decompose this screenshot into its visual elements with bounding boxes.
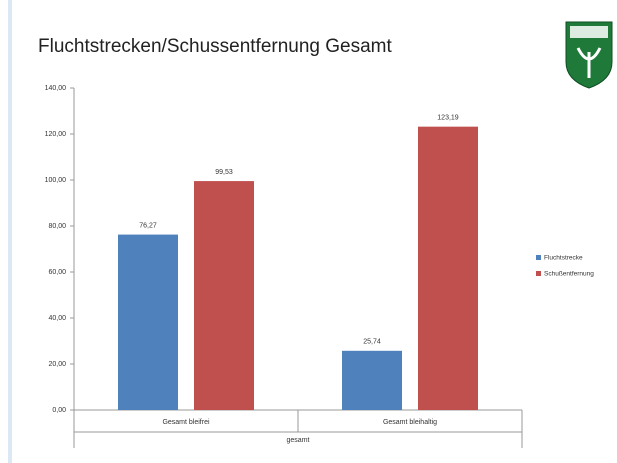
- bar: [194, 181, 254, 410]
- legend-label: Schußentfernung: [544, 271, 594, 278]
- data-label: 123,19: [437, 115, 459, 122]
- logo: [565, 21, 613, 89]
- y-tick-label: 80,00: [48, 223, 66, 230]
- category-group-label: gesamt: [287, 437, 310, 444]
- legend-swatch: [536, 271, 541, 276]
- y-tick-label: 140,00: [45, 85, 67, 92]
- y-tick-label: 60,00: [48, 269, 66, 276]
- legend-label: Fluchtstrecke: [544, 255, 583, 262]
- chart-title: Fluchtstrecken/Schussentfernung Gesamt: [38, 36, 393, 57]
- legend-swatch: [536, 255, 541, 260]
- data-label: 76,27: [139, 222, 157, 229]
- data-label: 25,74: [363, 339, 381, 346]
- x-tick-label: Gesamt bleihaltig: [383, 419, 437, 426]
- bar: [118, 234, 178, 410]
- bar: [342, 350, 402, 410]
- y-tick-label: 0,00: [52, 407, 66, 414]
- data-label: 99,53: [215, 169, 233, 176]
- y-tick-label: 100,00: [45, 177, 67, 184]
- y-tick-label: 120,00: [45, 131, 67, 138]
- x-tick-label: Gesamt bleifrei: [162, 419, 210, 426]
- y-tick-label: 40,00: [48, 315, 66, 322]
- slide-border: [8, 0, 12, 463]
- y-tick-label: 20,00: [48, 361, 66, 368]
- bar: [418, 126, 478, 411]
